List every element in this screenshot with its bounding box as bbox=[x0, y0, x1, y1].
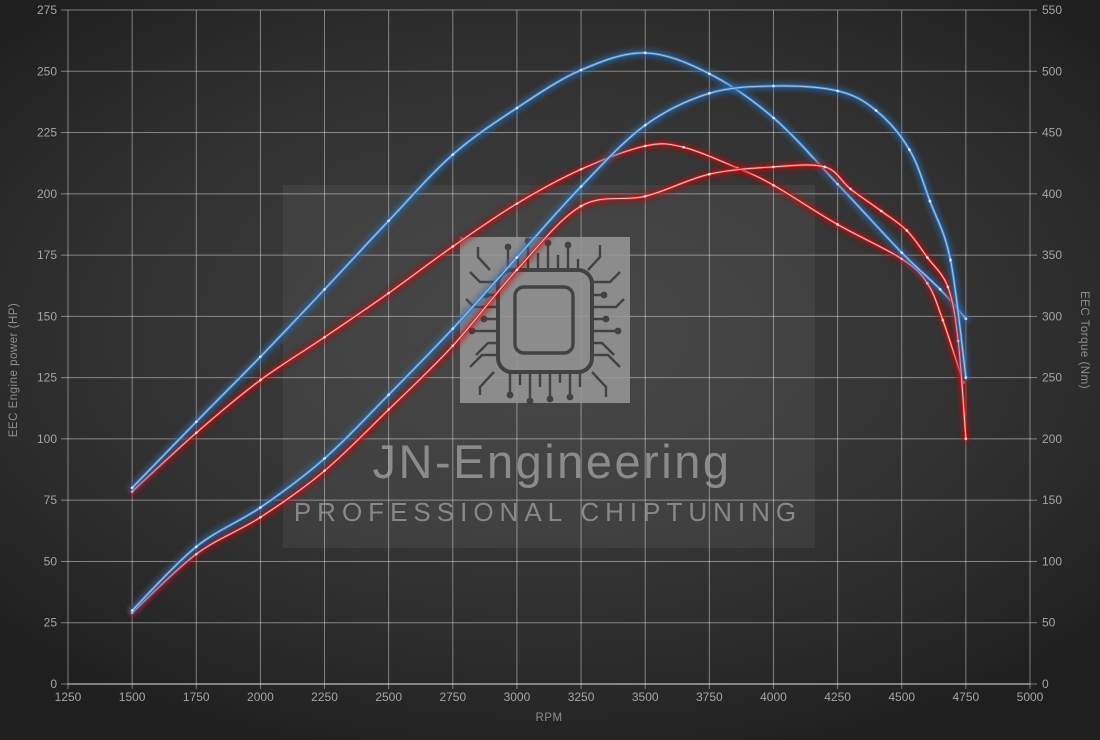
left-tick-label: 200 bbox=[37, 187, 57, 201]
right-tick-label: 400 bbox=[1042, 187, 1062, 201]
left-tick-label: 175 bbox=[37, 248, 57, 262]
right-tick-label: 300 bbox=[1042, 309, 1062, 323]
x-tick-label: 1250 bbox=[55, 690, 82, 704]
x-tick-label: 2000 bbox=[247, 690, 274, 704]
x-tick-label: 3750 bbox=[696, 690, 723, 704]
x-tick-label: 4750 bbox=[953, 690, 980, 704]
left-tick-label: 125 bbox=[37, 371, 57, 385]
right-tick-label: 100 bbox=[1042, 554, 1062, 568]
x-axis-title: RPM bbox=[535, 712, 562, 724]
right-tick-label: 450 bbox=[1042, 126, 1062, 140]
left-tick-label: 250 bbox=[37, 64, 57, 78]
x-tick-label: 1750 bbox=[183, 690, 210, 704]
x-tick-label: 5000 bbox=[1017, 690, 1044, 704]
x-tick-label: 3000 bbox=[504, 690, 531, 704]
left-tick-label: 100 bbox=[37, 432, 57, 446]
x-tick-label: 2500 bbox=[375, 690, 402, 704]
left-tick-label: 150 bbox=[37, 309, 57, 323]
x-tick-label: 2250 bbox=[311, 690, 338, 704]
left-tick-label: 50 bbox=[44, 554, 58, 568]
right-tick-label: 500 bbox=[1042, 64, 1062, 78]
right-tick-label: 200 bbox=[1042, 432, 1062, 446]
left-tick-label: 0 bbox=[50, 677, 57, 691]
right-tick-label: 550 bbox=[1042, 3, 1062, 17]
left-tick-label: 75 bbox=[44, 493, 58, 507]
x-tick-label: 4500 bbox=[888, 690, 915, 704]
x-tick-label: 4000 bbox=[760, 690, 787, 704]
left-tick-label: 25 bbox=[44, 616, 58, 630]
right-tick-label: 0 bbox=[1042, 677, 1049, 691]
x-tick-label: 3250 bbox=[568, 690, 595, 704]
right-tick-label: 350 bbox=[1042, 248, 1062, 262]
watermark-title: JN-Engineering bbox=[373, 435, 732, 488]
left-tick-label: 225 bbox=[37, 126, 57, 140]
right-tick-label: 50 bbox=[1042, 616, 1056, 630]
curve-power-original-red bbox=[127, 160, 971, 618]
left-axis-title: EEC Engine power (HP) bbox=[8, 303, 20, 438]
right-axis-title: EEC Torque (Nm) bbox=[1078, 291, 1090, 389]
x-tick-label: 2750 bbox=[439, 690, 466, 704]
x-tick-label: 3500 bbox=[632, 690, 659, 704]
left-tick-label: 275 bbox=[37, 3, 57, 17]
x-tick-label: 1500 bbox=[119, 690, 146, 704]
tick-labels: 1250 1500 1750 2000 2250 2500 2750 3000 3250 3500… bbox=[37, 3, 1062, 704]
curves bbox=[127, 48, 971, 618]
right-tick-label: 250 bbox=[1042, 371, 1062, 385]
x-tick-label: 4250 bbox=[824, 690, 851, 704]
curve-power-tuned-blue bbox=[127, 81, 971, 615]
watermark-subtitle: PROFESSIONAL CHIPTUNING bbox=[294, 497, 802, 527]
curve-torque-tuned-blue bbox=[127, 48, 971, 493]
right-tick-label: 150 bbox=[1042, 493, 1062, 507]
microchip-icon bbox=[460, 237, 630, 405]
